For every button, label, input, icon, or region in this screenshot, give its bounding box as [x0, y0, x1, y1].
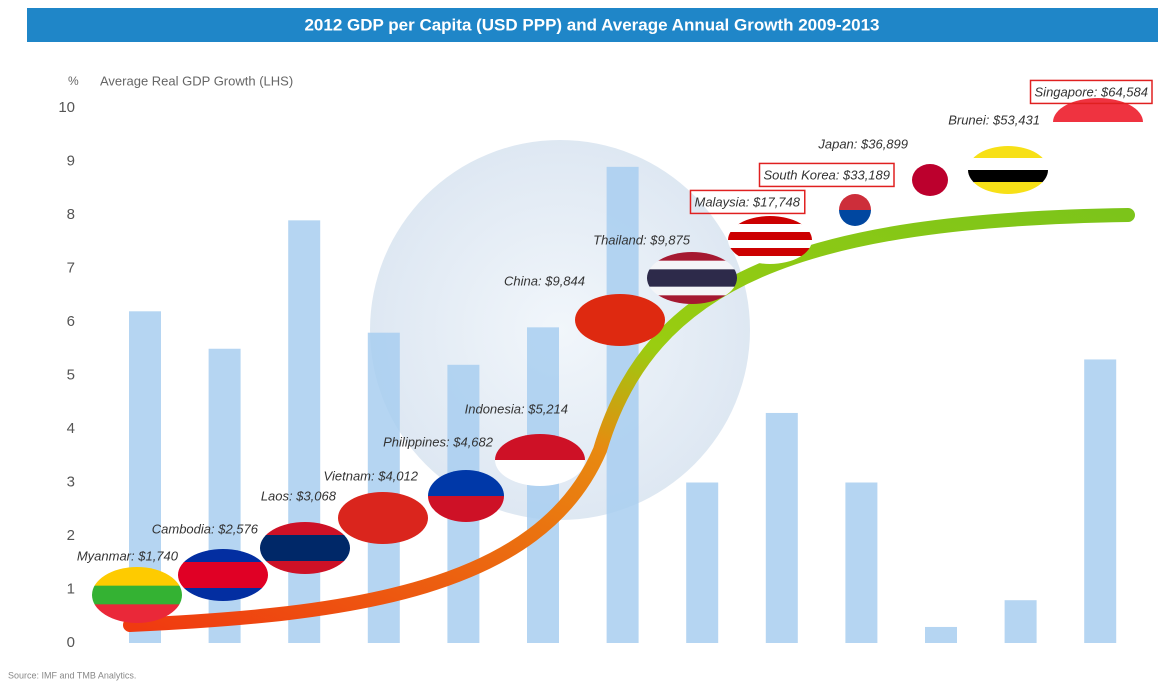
bar: [1005, 600, 1037, 643]
flag-stripe: [728, 232, 812, 241]
flag-stripe: [839, 210, 871, 227]
bar: [925, 627, 957, 643]
flag-stripe: [260, 522, 350, 536]
flag-stripe: [728, 248, 812, 257]
flag-stripe: [728, 216, 812, 225]
flag-stripe: [1053, 98, 1143, 123]
flag-stripe: [968, 182, 1048, 195]
y-unit: %: [68, 74, 79, 88]
flag-stripe: [260, 561, 350, 575]
y-tick-label: 1: [67, 580, 75, 597]
flag-stripe: [968, 146, 1048, 159]
y-tick-label: 3: [67, 473, 75, 490]
bar: [288, 220, 320, 643]
flag-stripe: [647, 269, 737, 278]
flag-stripe: [839, 194, 871, 211]
y-tick-label: 2: [67, 527, 75, 544]
gdp-label: Japan: $36,899: [817, 136, 908, 151]
bar: [766, 413, 798, 643]
flag-stripe: [728, 224, 812, 233]
flag-stripe: [912, 164, 948, 197]
y-tick-label: 10: [58, 99, 75, 116]
flag-stripe: [647, 287, 737, 296]
gdp-label: Philippines: $4,682: [383, 434, 494, 449]
y-tick-label: 6: [67, 313, 75, 330]
gdp-label: Indonesia: $5,214: [465, 401, 568, 416]
source: Source: IMF and TMB Analytics.: [8, 670, 136, 680]
chart-title: 2012 GDP per Capita (USD PPP) and Averag…: [304, 15, 879, 34]
gdp-label: Thailand: $9,875: [593, 232, 691, 247]
flag-stripe: [728, 240, 812, 249]
chart: 2012 GDP per Capita (USD PPP) and Averag…: [0, 0, 1158, 683]
y-tick-label: 5: [67, 366, 75, 383]
flag-stripe: [968, 158, 1048, 171]
gdp-label: South Korea: $33,189: [764, 167, 891, 182]
y-tick-label: 8: [67, 206, 75, 223]
gdp-label: Malaysia: $17,748: [694, 194, 800, 209]
bar: [1084, 359, 1116, 643]
gdp-label: Myanmar: $1,740: [77, 548, 179, 563]
flag-stripe: [178, 588, 268, 602]
flag-stripe: [338, 492, 428, 545]
flag-stripe: [260, 548, 350, 562]
flag-stripe: [647, 261, 737, 270]
gdp-label: Brunei: $53,431: [948, 112, 1040, 127]
flag-stripe: [92, 586, 182, 605]
flag-stripe: [178, 549, 268, 563]
y-axis-label: Average Real GDP Growth (LHS): [100, 73, 293, 88]
y-tick-label: 7: [67, 259, 75, 276]
y-tick-label: 0: [67, 634, 75, 651]
gdp-label: Cambodia: $2,576: [152, 521, 259, 536]
gdp-label: Laos: $3,068: [261, 488, 337, 503]
flag-stripe: [647, 278, 737, 287]
gdp-label: Vietnam: $4,012: [324, 468, 419, 483]
flag-stripe: [1053, 122, 1143, 147]
flag-stripe: [260, 535, 350, 549]
flag-stripe: [428, 496, 504, 523]
flag-stripe: [178, 575, 268, 589]
flag-stripe: [92, 567, 182, 586]
gdp-label: China: $9,844: [504, 273, 585, 288]
y-tick-label: 9: [67, 152, 75, 169]
flag-stripe: [968, 170, 1048, 183]
bar: [845, 483, 877, 644]
flag-stripe: [178, 562, 268, 576]
gdp-label: Singapore: $64,584: [1035, 84, 1148, 99]
y-tick-label: 4: [67, 420, 75, 437]
bar: [686, 483, 718, 644]
